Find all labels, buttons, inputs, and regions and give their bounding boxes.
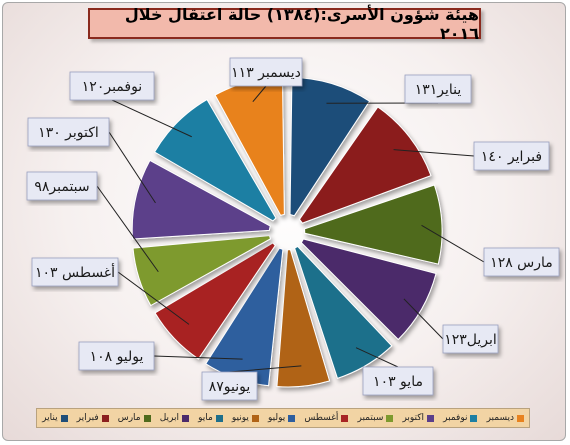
leader-line-8 [117,271,190,325]
legend-item-4: ابريل [160,413,189,423]
legend-label-8: أغسطس [304,413,339,423]
pie-slice-4 [300,238,437,341]
legend-swatch-5 [215,414,223,422]
leader-line-2 [393,149,475,157]
pie-slice-8 [154,242,276,360]
legend-label-10: اكتوبر [402,413,425,423]
data-label-box-4 [442,324,499,354]
legend-item-1: يناير [42,413,68,423]
leader-line-4 [403,298,444,340]
pie-slice-3 [304,184,443,265]
chart-legend: يناير فبراير مارس ابريل مايو يونيو يوليو أغسطس س… [36,408,530,428]
data-label-box-6 [201,371,258,401]
legend-item-8: أغسطس [304,413,349,423]
legend-swatch-11 [470,414,478,422]
leader-line-9 [96,185,159,273]
data-label-7: يوليو ١٠٨ [90,349,144,365]
leader-line-7 [153,355,243,360]
legend-item-12: ديسمبر [487,413,524,423]
legend-item-2: فبراير [77,413,109,423]
legend-swatch-6 [251,414,259,422]
pie-slice-6 [276,249,331,388]
data-label-1: يناير١٣١ [415,82,462,98]
pie-slice-11 [153,98,277,222]
pie-slice-2 [298,106,432,224]
leader-line-12 [252,85,267,103]
legend-swatch-3 [143,414,151,422]
data-label-box-7 [78,341,155,371]
data-label-10: اكتوبر ١٣٠ [38,125,99,141]
legend-item-9: سبتمبر [358,413,394,423]
legend-item-6: يونيو [232,413,259,423]
data-label-8: أغسطس ١٠٣ [35,263,115,281]
legend-label-4: ابريل [159,413,179,423]
data-label-4: ابريل١٢٣ [444,332,497,348]
data-label-box-8 [31,257,119,287]
pie-slice-9 [132,235,272,307]
data-label-box-9 [26,171,98,201]
data-label-5: مايو ١٠٣ [373,374,423,390]
legend-item-11: نوفمبر [443,413,478,423]
data-label-box-1 [404,74,472,104]
leader-line-3 [421,224,485,263]
legend-label-11: نوفمبر [443,413,468,423]
leader-line-6 [229,365,302,373]
legend-label-2: فبراير [76,413,99,423]
data-label-box-10 [27,117,110,147]
data-label-11: نوفمبر١٢٠ [82,79,142,95]
legend-label-12: ديسمبر [486,413,514,423]
legend-label-3: مارس [117,413,141,423]
data-label-box-5 [362,366,434,396]
legend-label-9: سبتمبر [357,413,384,423]
legend-item-3: مارس [118,413,151,423]
legend-swatch-8 [341,414,349,422]
legend-item-5: مايو [198,413,223,423]
legend-item-7: يوليو [267,413,296,423]
legend-label-1: يناير [42,413,58,423]
data-label-box-12 [229,57,303,87]
legend-label-7: يوليو [267,413,286,423]
leader-line-10 [108,131,156,204]
legend-item-10: اكتوبر [402,413,435,423]
legend-label-5: مايو [198,413,213,423]
data-label-12: ديسمبر ١١٣ [231,65,301,81]
legend-swatch-9 [386,414,394,422]
data-label-3: مارس ١٢٨ [490,255,553,271]
data-label-box-3 [483,247,560,277]
legend-swatch-1 [60,414,68,422]
leader-line-11 [111,99,192,138]
data-label-box-11 [69,71,155,101]
pie-slice-5 [294,245,393,379]
legend-swatch-2 [101,414,109,422]
data-label-9: سبتمبر٩٨ [34,179,89,195]
chart-title: هيئة شؤون الأسرى:(١٣٨٤) حالة اعتقال خلال… [88,5,481,43]
legend-label-6: يونيو [231,413,249,423]
legend-swatch-4 [182,414,189,422]
legend-swatch-12 [517,414,524,422]
leader-line-5 [355,347,399,368]
legend-swatch-7 [288,414,296,422]
data-label-box-2 [473,141,550,171]
data-label-2: فبراير ١٤٠ [481,149,542,165]
legend-swatch-10 [427,414,435,422]
data-label-6: يونيو٨٧ [209,379,251,395]
